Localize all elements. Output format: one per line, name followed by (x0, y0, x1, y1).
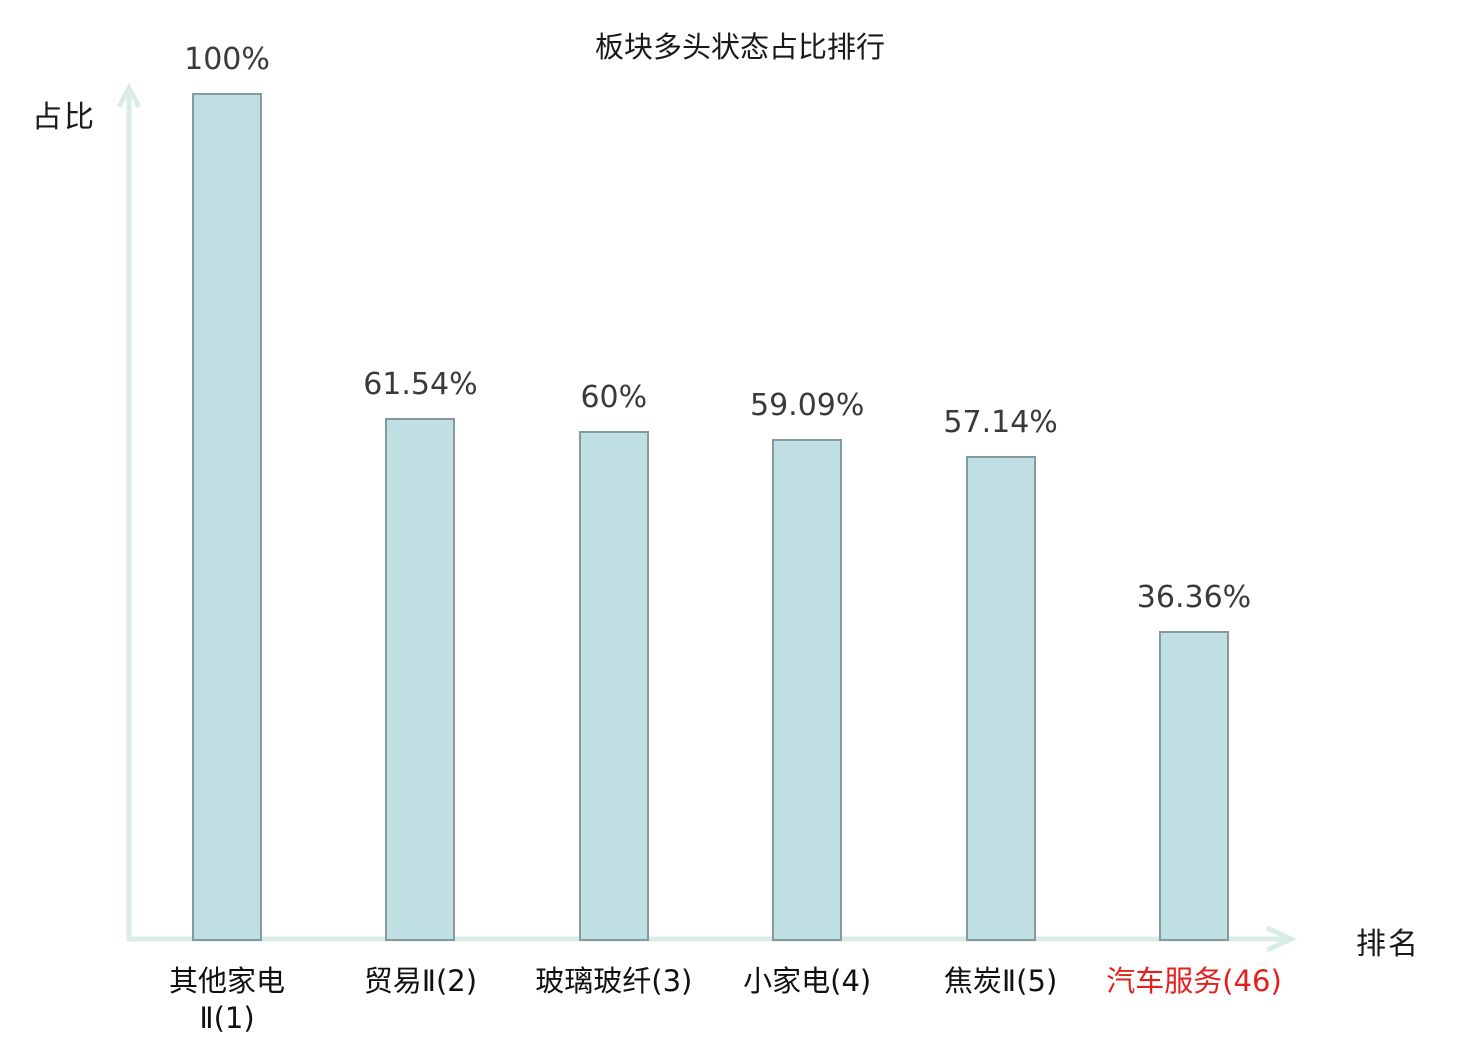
bar-value-label: 57.14% (943, 404, 1058, 440)
bar-category-label: 其他家电 Ⅱ(1) (168, 964, 285, 1035)
chart-title: 板块多头状态占比排行 (594, 30, 885, 64)
bar-category-label: 贸易Ⅱ(2) (363, 964, 478, 998)
bar-category-label: 焦炭Ⅱ(5) (943, 964, 1058, 998)
bar-rect (1159, 631, 1229, 941)
bar-rect (965, 455, 1036, 941)
bar-rect (578, 431, 649, 941)
bar-value-label: 60% (580, 380, 648, 416)
y-axis-arrow-icon (116, 82, 142, 109)
bar-value-label: 61.54% (363, 367, 478, 403)
bar-rect (192, 93, 262, 941)
x-axis-arrow-icon (1265, 925, 1298, 953)
bar-value-label: 100% (184, 42, 270, 77)
x-axis-label: 排名 (1356, 927, 1420, 962)
bar-rect (385, 418, 456, 941)
bar-category-label: 玻璃玻纤(3) (535, 964, 693, 998)
bar-value-label: 59.09% (749, 388, 865, 424)
bar-rect (772, 439, 843, 941)
bar-category-label: 汽车服务(46) (1106, 964, 1282, 998)
y-axis-label: 占比 (32, 100, 96, 135)
bar-category-label: 小家电(4) (743, 964, 872, 998)
bar-value-label: 36.36% (1136, 580, 1252, 616)
